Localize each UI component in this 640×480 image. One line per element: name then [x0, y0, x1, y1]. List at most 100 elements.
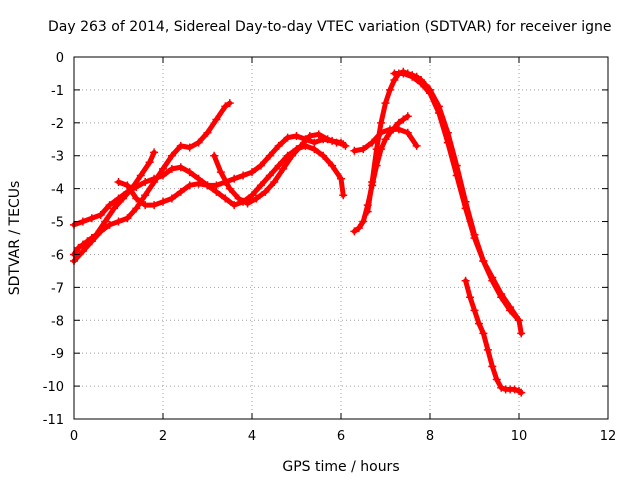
data-point: [390, 69, 399, 78]
data-point: [461, 276, 470, 285]
data-point: [141, 178, 150, 187]
data-point: [145, 158, 154, 167]
data-point: [132, 194, 141, 203]
data-point: [323, 135, 332, 144]
data-point: [243, 199, 252, 208]
data-point: [359, 217, 368, 226]
data-point: [283, 133, 292, 142]
data-point: [203, 181, 212, 190]
y-tick-label: -2: [51, 117, 64, 132]
data-point: [403, 128, 412, 137]
data-point: [350, 227, 359, 236]
y-tick-label: -7: [51, 281, 64, 296]
data-point: [363, 207, 372, 216]
data-point: [248, 168, 256, 177]
data-point: [110, 204, 119, 213]
data-point: [492, 375, 501, 384]
data-point: [96, 227, 105, 236]
data-point: [194, 179, 203, 188]
data-point: [252, 194, 261, 203]
data-point: [479, 329, 488, 338]
data-point: [479, 257, 488, 266]
data-point: [339, 140, 348, 149]
data-point: [221, 194, 230, 203]
data-point: [221, 102, 230, 111]
data-point: [176, 163, 185, 172]
data-point: [114, 217, 123, 226]
data-point: [185, 181, 194, 190]
series-track-3: [70, 99, 234, 266]
data-point: [368, 138, 377, 147]
data-point: [87, 237, 96, 246]
data-point: [265, 151, 274, 160]
data-point: [296, 141, 305, 150]
data-point: [176, 141, 185, 150]
data-point: [488, 276, 497, 285]
data-point: [399, 115, 408, 124]
data-point: [78, 217, 87, 226]
data-point: [167, 194, 176, 203]
x-tick-label: 4: [248, 429, 256, 444]
axis-ticks: [73, 56, 609, 420]
data-point: [105, 201, 114, 210]
y-tick-label: -3: [51, 150, 64, 165]
chart-title: Day 263 of 2014, Sidereal Day-to-day VTE…: [48, 19, 611, 35]
data-point: [359, 145, 368, 154]
x-tick-label: 6: [337, 429, 345, 444]
data-point: [350, 146, 359, 155]
data-point: [150, 178, 159, 187]
series-track-9: [390, 69, 523, 325]
data-point: [96, 210, 105, 219]
data-point: [474, 319, 483, 328]
data-point: [488, 362, 497, 371]
data-point: [434, 108, 443, 117]
data-point: [167, 151, 176, 160]
data-point: [305, 131, 314, 140]
data-point: [265, 171, 274, 180]
data-point: [452, 171, 461, 180]
data-point: [310, 138, 319, 147]
data-point: [443, 138, 452, 147]
data-point: [210, 151, 219, 160]
y-tick-label: -11: [43, 413, 64, 428]
data-point: [426, 89, 434, 98]
data-point: [150, 201, 159, 210]
data-point: [510, 385, 519, 394]
data-point: [185, 168, 194, 177]
data-point: [225, 184, 234, 193]
y-tick-labels: 0 -1 -2 -3 -4 -5 -6 -7 -8 -9 -10 -11: [43, 51, 64, 428]
data-point: [497, 293, 506, 302]
data-point: [403, 112, 412, 121]
data-point: [256, 161, 265, 170]
data-point: [319, 151, 328, 160]
data-point: [78, 247, 87, 256]
data-point: [417, 79, 426, 88]
y-tick-label: -6: [51, 248, 64, 263]
data-point: [337, 174, 345, 183]
data-point: [185, 143, 194, 152]
y-tick-label: -1: [51, 84, 64, 99]
series-track-10: [461, 276, 526, 397]
grid-lines: [74, 57, 608, 419]
data-point: [385, 128, 394, 137]
data-point: [288, 151, 297, 160]
data-point: [141, 191, 150, 200]
data-point: [230, 174, 239, 183]
data-point: [466, 293, 475, 302]
data-point: [461, 204, 470, 213]
data-point: [136, 171, 145, 180]
data-point: [328, 161, 337, 170]
data-point: [123, 181, 132, 190]
series-band: [211, 131, 346, 206]
data-point: [412, 141, 421, 150]
data-point: [390, 123, 399, 132]
y-tick-label: -4: [51, 183, 64, 198]
data-point: [225, 99, 234, 108]
y-tick-label: 0: [56, 51, 64, 66]
data-point: [483, 345, 492, 354]
x-tick-label: 2: [159, 429, 167, 444]
data-point: [470, 306, 479, 315]
data-point: [212, 181, 221, 190]
